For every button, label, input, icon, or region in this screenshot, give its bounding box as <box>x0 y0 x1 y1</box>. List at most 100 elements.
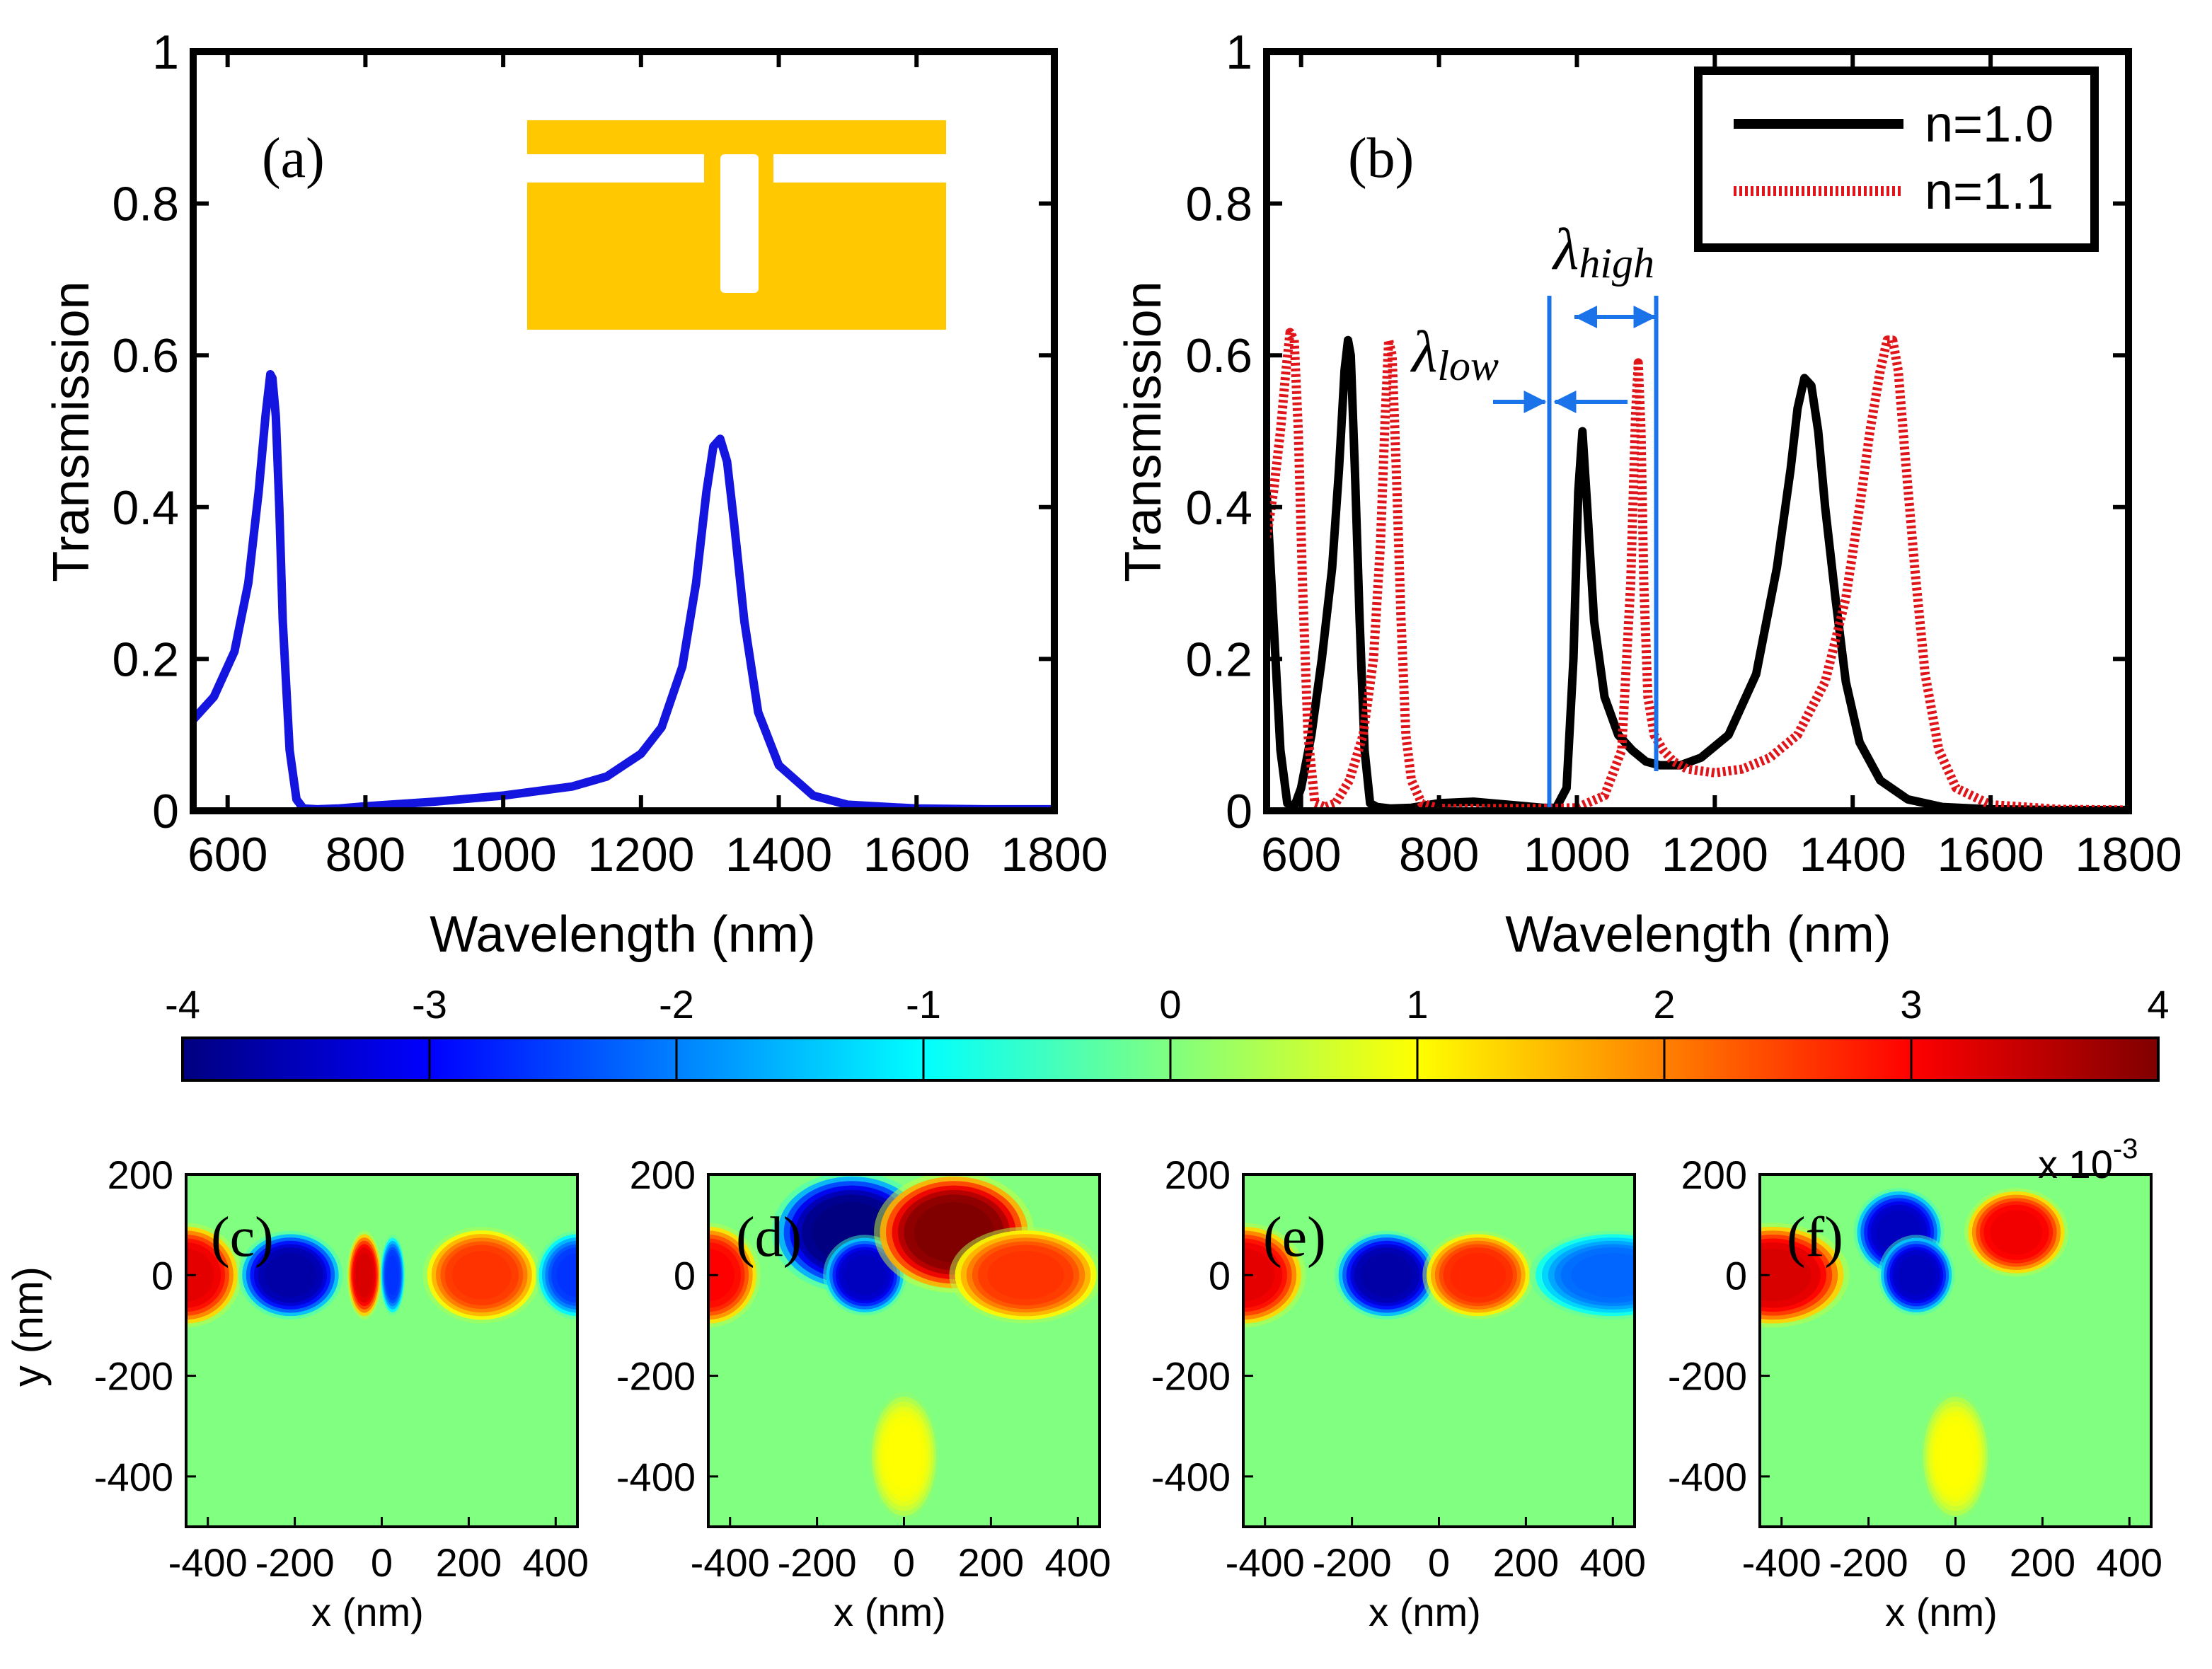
heatmap-xtick-label-2-4: 400 <box>1580 1540 1646 1585</box>
heatmap-blob-core-1-4 <box>987 1251 1064 1300</box>
xtick-label-a-1400: 1400 <box>725 828 832 882</box>
colorbar-tick-label-5: 1 <box>1406 982 1428 1027</box>
lambda-low-arrowhead-right <box>1553 391 1577 413</box>
legend-box <box>1694 67 2099 252</box>
heatmap-blob-core-2-0 <box>1243 1249 1275 1302</box>
heatmap-blob-core-0-1 <box>264 1252 317 1298</box>
ytick-label-b-5: 1 <box>1226 25 1252 79</box>
series-b-0 <box>1267 335 2129 811</box>
heatmap-blob-core-0-0 <box>186 1249 214 1302</box>
heatmap-blob-core-2-2 <box>1450 1252 1507 1298</box>
heatmap-xtick-label-2-0: -400 <box>1226 1540 1305 1585</box>
heatmap-blob-core-0-3 <box>386 1254 399 1295</box>
lambda-high-label: λhigh <box>1551 216 1654 287</box>
axes-frame-a <box>190 48 1058 814</box>
xtick-label-a-600: 600 <box>188 828 267 882</box>
ytick-label-b-3: 0.6 <box>1185 329 1252 383</box>
axes-frame-b <box>1263 48 2132 814</box>
heatmap-ytick-label-1-1: 0 <box>674 1253 696 1298</box>
ytick-label-a-5: 1 <box>152 25 179 79</box>
heatmap-blob-core-3-4 <box>1937 1423 1974 1489</box>
heatmap-label-d: (d) <box>736 1206 802 1269</box>
ytick-label-b-1: 0.2 <box>1185 633 1252 686</box>
xtick-label-b-800: 800 <box>1399 828 1479 882</box>
heatmap-ytick-label-0-1: 0 <box>151 1253 173 1298</box>
plot-a: 600 800 1000 1200 1400 1600 1800 0 0.2 0.4 0.6 0.8 1 <box>112 25 1107 882</box>
xtick-label-b-1600: 1600 <box>1937 828 2044 882</box>
heatmap-blob-core-3-2 <box>1897 1254 1936 1295</box>
heatmap-xtick-label-0-2: 0 <box>371 1540 393 1585</box>
heatmap-ytick-label-1-3: -400 <box>616 1455 696 1499</box>
ytick-label-b-4: 0.8 <box>1185 178 1252 231</box>
heatmap-xtick-label-2-2: 0 <box>1428 1540 1450 1585</box>
panel-a-xlabel: Wavelength (nm) <box>430 906 816 963</box>
heatmap-blob-core-2-1 <box>1360 1252 1413 1298</box>
inset-slot-left <box>527 154 704 183</box>
heatmap-ytick-label-2-3: -400 <box>1151 1455 1231 1499</box>
heatmap-ytick-label-3-0: 200 <box>1681 1153 1747 1197</box>
heatmap-xlabel-2: x (nm) <box>1369 1590 1481 1634</box>
heatmap-field-1 <box>708 1174 1100 1521</box>
panel-a-ylabel: Transmission <box>43 281 100 582</box>
heatmap-xtick-label-0-4: 400 <box>523 1540 589 1585</box>
heatmap-xtick-label-2-1: -200 <box>1313 1540 1392 1585</box>
heatmap-blob-core-1-5 <box>886 1423 922 1489</box>
heatmap-ytick-label-3-3: -400 <box>1668 1455 1747 1499</box>
heatmap-xtick-label-0-3: 200 <box>436 1540 502 1585</box>
heatmap-xtick-label-3-4: 400 <box>2097 1540 2162 1585</box>
heatmap-xtick-label-2-3: 200 <box>1493 1540 1559 1585</box>
colorbar-tick-label-7: 3 <box>1900 982 1922 1027</box>
lambda-high-arrowhead-left <box>1574 306 1597 328</box>
colorbar-tick-label-1: -3 <box>412 982 447 1027</box>
heatmap-xtick-label-1-1: -200 <box>778 1540 857 1585</box>
heatmap-ytick-label-2-0: 200 <box>1165 1153 1231 1197</box>
heatmap-blob-core-2-3 <box>1571 1252 1635 1298</box>
heatmap-xlabel-1: x (nm) <box>834 1590 946 1634</box>
heatmap-ytick-label-3-1: 0 <box>1725 1253 1747 1298</box>
inset-schematic <box>527 120 946 330</box>
panel-b: (b) Wavelength (nm) Transmission n=1.0 n… <box>1115 67 2099 963</box>
colorbar-tick-label-4: 0 <box>1159 982 1181 1027</box>
heatmap-field-0 <box>186 1223 577 1328</box>
heatmap-blob-core-0-5 <box>556 1252 577 1298</box>
heatmap-ytick-label-0-2: -200 <box>94 1354 173 1399</box>
heatmap-blob-core-0-4 <box>452 1251 512 1300</box>
panel-b-xlabel: Wavelength (nm) <box>1505 906 1891 963</box>
plot-b: 600 800 1000 1200 1400 1600 1800 0 0.2 0.4 0.6 0.8 1 <box>1185 25 2182 882</box>
ytick-label-a-0: 0 <box>152 785 179 838</box>
heatmap-field-2 <box>1243 1223 1635 1328</box>
heatmap-ylabel: y (nm) <box>4 1266 52 1387</box>
colorbar-tick-label-8: 4 <box>2147 982 2169 1027</box>
colorbar-tick-label-0: -4 <box>165 982 200 1027</box>
colorbar-tick-label-6: 2 <box>1653 982 1675 1027</box>
heatmap-label-f: (f) <box>1787 1206 1843 1269</box>
xtick-label-b-1400: 1400 <box>1799 828 1906 882</box>
series-b-1 <box>1267 328 2129 811</box>
xtick-label-b-1800: 1800 <box>2075 828 2182 882</box>
heatmap-ytick-label-2-2: -200 <box>1151 1354 1231 1399</box>
heatmap-ytick-label-0-3: -400 <box>94 1455 173 1499</box>
heatmap-xtick-label-3-2: 0 <box>1945 1540 1966 1585</box>
heatmap-ytick-label-1-0: 200 <box>630 1153 696 1197</box>
inset-slot-right <box>773 154 946 183</box>
lambda-high-arrowhead-right <box>1633 306 1657 328</box>
xtick-label-a-1800: 1800 <box>1001 828 1107 882</box>
ytick-label-a-4: 0.8 <box>112 178 179 231</box>
legend-label-n11: n=1.1 <box>1925 163 2053 220</box>
heatmap-xtick-label-1-2: 0 <box>893 1540 915 1585</box>
xtick-label-b-1200: 1200 <box>1661 828 1768 882</box>
ytick-label-a-3: 0.6 <box>112 329 179 383</box>
heatmap-background-2 <box>1243 1174 1635 1527</box>
ytick-label-b-0: 0 <box>1226 785 1252 838</box>
xtick-label-a-1600: 1600 <box>863 828 970 882</box>
heatmap-xtick-label-3-1: -200 <box>1829 1540 1908 1585</box>
colorbar-scale-label: x 10-3 <box>2038 1133 2138 1186</box>
colorbar: -4 -3 -2 -1 0 1 2 3 4 <box>165 982 2170 1082</box>
ytick-label-a-2: 0.4 <box>112 481 179 535</box>
colorbar-tick-label-3: -1 <box>906 982 941 1027</box>
series-a-0 <box>193 370 1054 811</box>
xtick-label-b-600: 600 <box>1261 828 1341 882</box>
